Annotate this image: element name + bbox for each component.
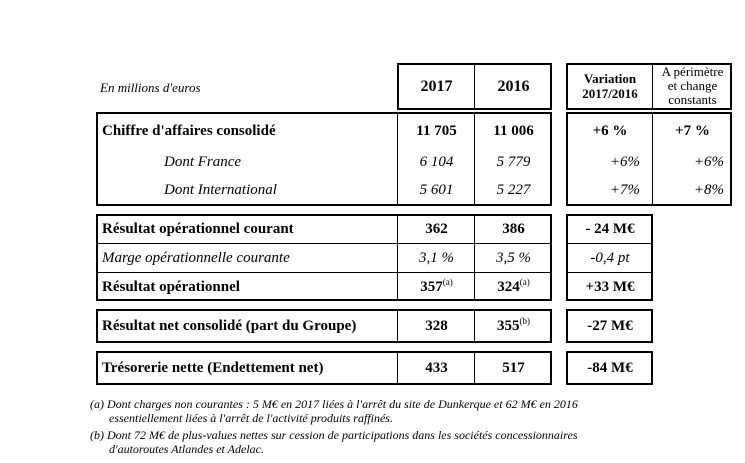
ca-2017: 11 705 bbox=[416, 123, 457, 139]
ro-variation: +33 M€ bbox=[585, 279, 635, 295]
ca-variation-block bbox=[566, 112, 732, 206]
ro-label: Résultat opérationnel bbox=[102, 279, 240, 295]
roc-2016: 386 bbox=[502, 221, 525, 237]
treso-block bbox=[96, 351, 552, 385]
ca-label: Chiffre d'affaires consolidé bbox=[102, 123, 276, 139]
ro-block bbox=[96, 214, 552, 301]
france-label: Dont France bbox=[164, 154, 242, 170]
footnote-b-line1: (b) Dont 72 M€ de plus-values nettes sur… bbox=[90, 428, 578, 442]
header-perimetre-l2: et change bbox=[667, 78, 718, 93]
roc-label: Résultat opérationnel courant bbox=[102, 221, 294, 237]
france-2016: 5 779 bbox=[496, 154, 531, 170]
international-perimetre: +8% bbox=[693, 182, 724, 198]
header-2017: 2017 bbox=[420, 78, 453, 95]
france-2017: 6 104 bbox=[419, 154, 454, 170]
footnote-a-line2: essentiellement liées à l'arrêt de l'act… bbox=[109, 411, 393, 425]
treso-variation-block bbox=[566, 351, 653, 385]
ro-2017: 357(a) bbox=[420, 277, 453, 296]
ca-2016: 11 006 bbox=[493, 123, 534, 139]
international-label: Dont International bbox=[164, 182, 277, 198]
ro-2017-note: (a) bbox=[442, 277, 453, 287]
ca-block bbox=[96, 112, 552, 206]
marge-variation: -0,4 pt bbox=[590, 250, 630, 266]
rn-2016-note: (b) bbox=[519, 316, 531, 326]
footnote-b-line2: d'autoroutes Atlandes et Adelac. bbox=[109, 442, 264, 456]
roc-2017: 362 bbox=[425, 221, 448, 237]
header-perimetre-l3: constants bbox=[668, 92, 717, 107]
rn-2016: 355(b) bbox=[497, 316, 531, 335]
rn-label: Résultat net consolidé (part du Groupe) bbox=[102, 318, 357, 334]
international-variation: +7% bbox=[609, 182, 640, 198]
rn-2017: 328 bbox=[425, 318, 448, 334]
roc-variation: - 24 M€ bbox=[585, 221, 635, 237]
rn-variation: -27 M€ bbox=[587, 318, 633, 334]
header-variation-l2: 2017/2016 bbox=[582, 86, 638, 101]
treso-variation: -84 M€ bbox=[587, 360, 633, 376]
france-variation: +6% bbox=[609, 154, 640, 170]
header-2016: 2016 bbox=[497, 78, 530, 95]
ro-2016: 324(a) bbox=[497, 277, 530, 296]
treso-2016: 517 bbox=[502, 360, 525, 376]
marge-label: Marge opérationnelle courante bbox=[102, 250, 290, 266]
international-2017: 5 601 bbox=[419, 182, 454, 198]
treso-2017: 433 bbox=[425, 360, 448, 376]
ro-2016-note: (a) bbox=[519, 277, 530, 287]
footnote-a-line1: (a) Dont charges non courantes : 5 M€ en… bbox=[90, 397, 578, 411]
rn-variation-block bbox=[566, 309, 653, 343]
header-variation-box bbox=[566, 63, 732, 110]
ca-variation: +6 % bbox=[592, 123, 628, 139]
rn-block bbox=[96, 309, 552, 343]
ca-perimetre: +7 % bbox=[675, 123, 710, 139]
unit-label: En millions d'euros bbox=[100, 80, 201, 95]
treso-label: Trésorerie nette (Endettement net) bbox=[102, 360, 324, 376]
header-variation-l1: Variation bbox=[583, 71, 637, 86]
marge-2017: 3,1 % bbox=[419, 250, 454, 266]
ro-variation-block bbox=[566, 214, 653, 301]
marge-2016: 3,5 % bbox=[496, 250, 531, 266]
international-2016: 5 227 bbox=[496, 182, 531, 198]
france-perimetre: +6% bbox=[693, 154, 724, 170]
header-perimetre-l1: A périmètre bbox=[661, 64, 724, 79]
